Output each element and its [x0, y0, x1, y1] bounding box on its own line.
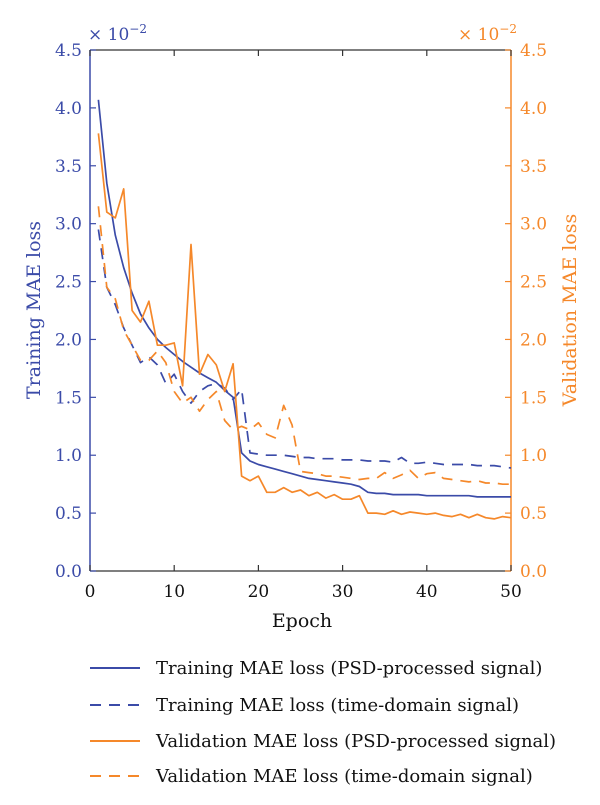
left-scale-exp: −2 — [129, 22, 147, 36]
right-scale-base: × 10 — [458, 25, 499, 45]
left-scale-base: × 10 — [88, 25, 129, 45]
left-tick-label: 0.5 — [55, 504, 82, 524]
left-tick-label: 1.0 — [55, 446, 82, 466]
series-line-3 — [97, 133, 512, 520]
right-tick-label: 3.0 — [520, 215, 547, 235]
series-line-4 — [97, 206, 511, 486]
right-tick-label: 1.0 — [520, 446, 547, 466]
plot-frame — [89, 49, 512, 572]
series-line-1 — [97, 99, 511, 498]
series-lines — [97, 99, 512, 520]
right-scale-exp: −2 — [499, 22, 517, 36]
x-tick-label: 30 — [332, 582, 354, 602]
x-tick-label: 50 — [500, 582, 522, 602]
series-line-2 — [97, 229, 512, 469]
left-tick-label: 2.0 — [55, 330, 82, 350]
right-tick-label: 4.0 — [520, 99, 547, 119]
legend-label-validation-psd: Validation MAE loss (PSD-processed signa… — [155, 731, 556, 752]
legend-label-training-psd: Training MAE loss (PSD-processed signal) — [156, 658, 542, 679]
left-axis-ticks: 0.0 0.5 1.0 1.5 2.0 2.5 3.0 3.5 4.0 4.5 — [55, 41, 96, 582]
right-tick-label: 4.5 — [520, 41, 547, 61]
right-axis-ticks: 0.0 0.5 1.0 1.5 2.0 2.5 3.0 3.5 4.0 4.5 — [505, 41, 547, 582]
x-axis-ticks: 0 10 20 30 40 50 — [85, 50, 522, 602]
left-tick-label: 3.5 — [55, 157, 82, 177]
right-tick-label: 3.5 — [520, 157, 547, 177]
legend-label-validation-time: Validation MAE loss (time-domain signal) — [155, 766, 533, 787]
right-tick-label: 1.5 — [520, 388, 547, 408]
x-axis-title: Epoch — [272, 610, 332, 632]
x-tick-label: 20 — [248, 582, 270, 602]
right-tick-label: 2.0 — [520, 330, 547, 350]
right-tick-label: 2.5 — [520, 273, 547, 293]
x-tick-label: 40 — [416, 582, 438, 602]
left-scale-label: × 10−2 — [88, 22, 147, 45]
right-tick-label: 0.5 — [520, 504, 547, 524]
left-tick-label: 0.0 — [55, 562, 82, 582]
right-scale-label: × 10−2 — [458, 22, 517, 45]
right-tick-label: 0.0 — [520, 562, 547, 582]
right-axis-title: Validation MAE loss — [559, 214, 581, 407]
left-tick-label: 4.0 — [55, 99, 82, 119]
left-tick-label: 3.0 — [55, 215, 82, 235]
x-tick-label: 10 — [163, 582, 185, 602]
left-tick-label: 2.5 — [55, 273, 82, 293]
x-tick-label: 0 — [85, 582, 96, 602]
left-axis-title: Training MAE loss — [23, 221, 45, 399]
legend: Training MAE loss (PSD-processed signal)… — [90, 658, 556, 787]
left-tick-label: 4.5 — [55, 41, 82, 61]
left-tick-label: 1.5 — [55, 388, 82, 408]
legend-label-training-time: Training MAE loss (time-domain signal) — [156, 695, 519, 716]
